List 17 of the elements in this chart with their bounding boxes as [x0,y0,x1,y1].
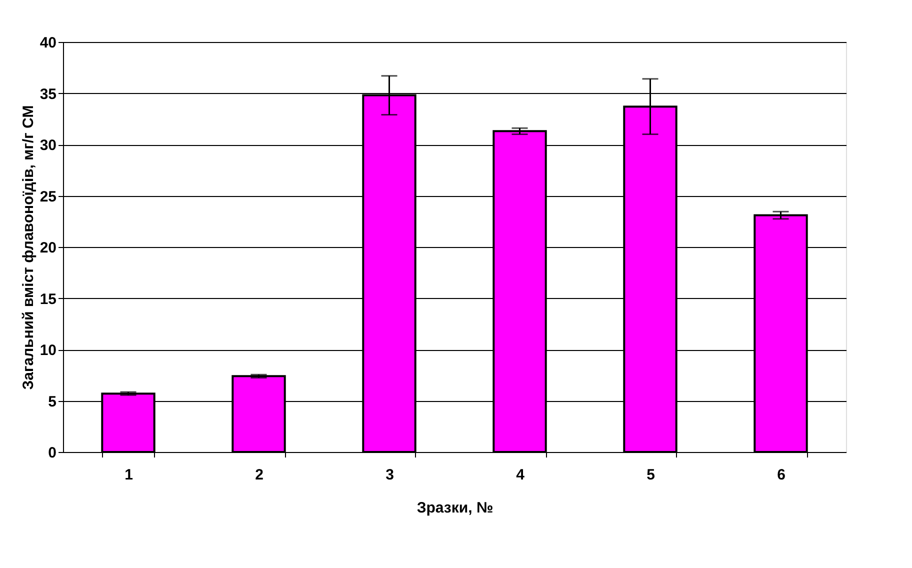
y-tick-label: 30 [40,137,56,154]
x-axis-title: Зразки, № [416,500,494,516]
y-tick-label: 35 [40,86,56,103]
y-tick-label: 15 [40,290,56,308]
y-tick-label: 0 [48,444,56,462]
x-tick-label: 5 [646,466,655,484]
y-axis-title: Загальний вміст флавоноїдів, мг/г СМ [20,105,37,390]
y-tick-label: 20 [40,240,56,256]
x-tick-label: 4 [516,466,526,484]
y-tick-label: 5 [48,393,56,410]
x-tick-label: 2 [255,466,264,484]
x-tick-label: 6 [777,466,786,484]
y-tick-label: 10 [40,342,56,359]
y-tick-label: 40 [40,34,56,52]
x-tick-label: 1 [124,466,133,484]
x-tick-label: 3 [386,466,394,484]
y-tick-label: 25 [40,188,56,206]
